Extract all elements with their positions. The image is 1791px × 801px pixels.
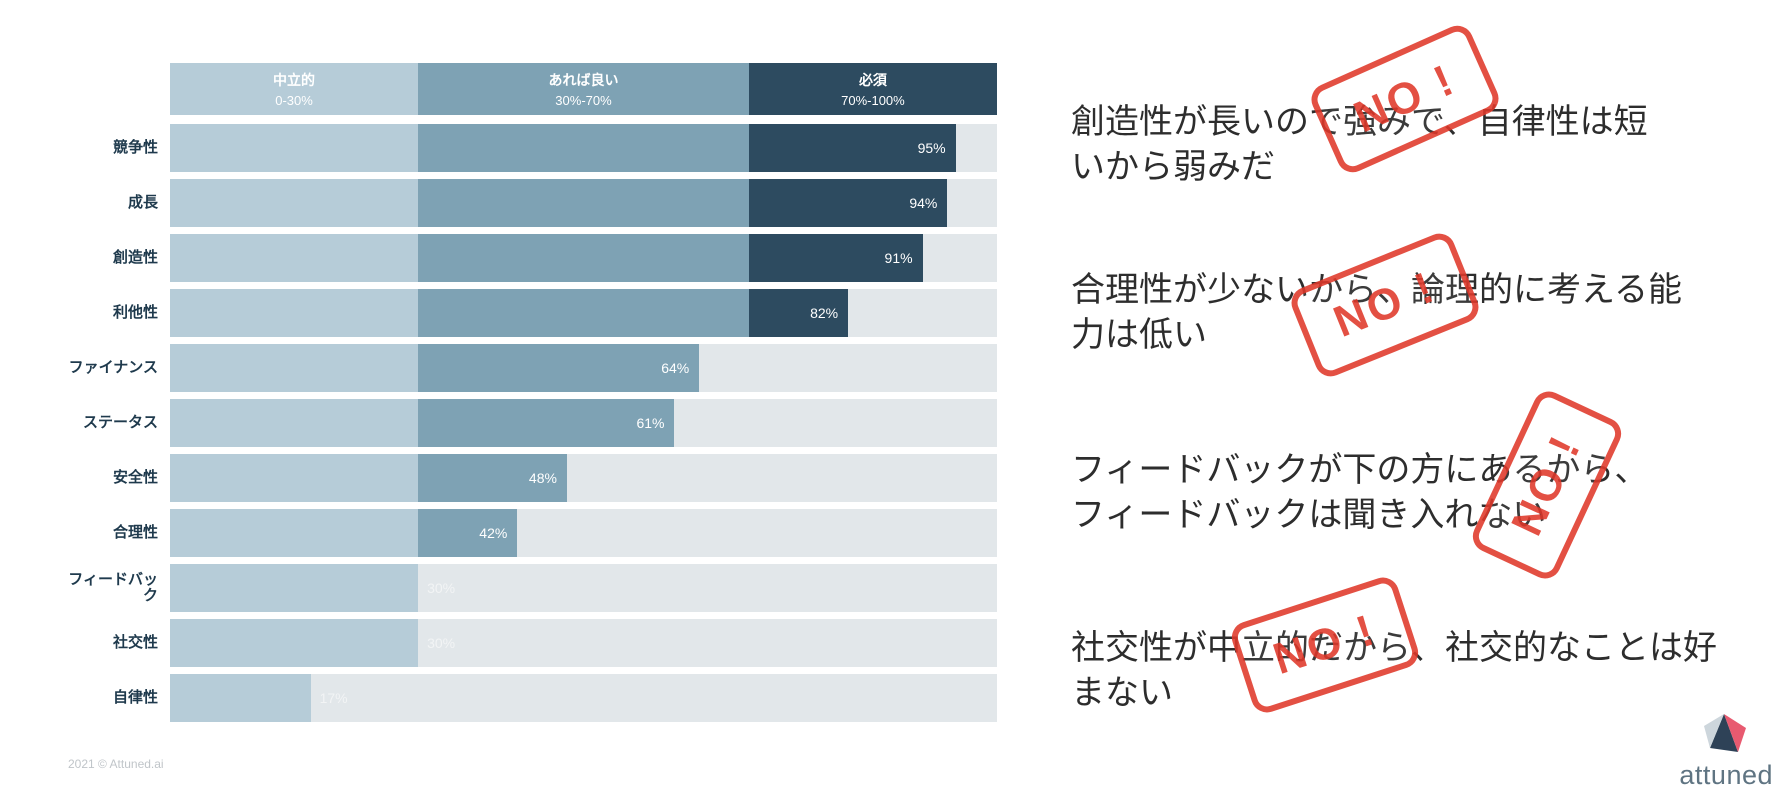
chart-row: 競争性 95%: [63, 124, 997, 172]
annotation-feedback: フィードバックが下の方にあるから、フィードバックは聞き入れない: [1071, 448, 1667, 538]
bar-track: 42%: [170, 509, 997, 557]
bar-segment: [170, 234, 419, 282]
no-stamp-label: NO !: [1502, 426, 1591, 543]
bar-segment: [418, 454, 567, 502]
bar-segment: [170, 454, 419, 502]
bar-segment: [170, 509, 419, 557]
bar-track: 61%: [170, 399, 997, 447]
chart-row: ファイナンス 64%: [63, 344, 997, 392]
category-label: 社交性: [112, 633, 158, 651]
motivator-bar-chart: 中立的 0-30% あれば良い 30%-70% 必須 70%-100% 競争性 9…: [63, 63, 997, 729]
value-label: 82%: [810, 305, 839, 321]
attuned-logo-text: attuned: [1679, 760, 1773, 790]
no-stamp-label: NO !: [1267, 605, 1383, 685]
bar-segment: [418, 289, 749, 337]
zone-header-track: 中立的 0-30% あれば良い 30%-70% 必須 70%-100%: [170, 63, 997, 115]
zone-header-nice-to-have: あれば良い 30%-70%: [418, 63, 749, 115]
bar-segment: [748, 289, 849, 337]
bar-segment: [170, 674, 311, 722]
bar-segment: [170, 619, 419, 667]
bar-segment: [418, 509, 518, 557]
zone-range: 30%-70%: [555, 93, 612, 108]
value-label: 95%: [917, 140, 946, 156]
bar-segment: [170, 124, 419, 172]
chart-row: 創造性 91%: [63, 234, 997, 282]
chart-row: 社交性 30%: [63, 619, 997, 667]
chart-zone-header: 中立的 0-30% あれば良い 30%-70% 必須 70%-100%: [63, 63, 997, 115]
chart-rows: 競争性 95% 成長 94% 創造性 91% 利他性 82% ファイナンス 64% ステータス 61%…: [63, 124, 997, 722]
value-label: 64%: [661, 360, 690, 376]
chart-row: 利他性 82%: [63, 289, 997, 337]
bar-segment: [418, 344, 700, 392]
no-stamp-label: NO !: [1327, 262, 1443, 347]
bar-segment: [748, 234, 923, 282]
value-label: 30%: [427, 580, 456, 596]
copyright-text: 2021 © Attuned.ai: [68, 757, 164, 771]
annotation-text: 創造性が長いので強みで、自律性は短いから弱みだ: [1071, 103, 1648, 186]
zone-header-must-have: 必須 70%-100%: [748, 63, 997, 115]
attuned-logo-icon: [1704, 714, 1747, 752]
bar-track: 95%: [170, 124, 997, 172]
value-label: 61%: [636, 415, 665, 431]
category-label: 合理性: [112, 523, 158, 541]
annotation-creativity-autonomy: 創造性が長いので強みで、自律性は短いから弱みだ: [1071, 100, 1671, 190]
bar-track: 17%: [170, 674, 997, 722]
value-label: 48%: [528, 470, 557, 486]
bar-segment: [418, 124, 749, 172]
category-label: ファイナンス: [68, 358, 158, 376]
chart-row: 自律性 17%: [63, 674, 997, 722]
category-label: 安全性: [112, 468, 158, 486]
chart-row: ステータス 61%: [63, 399, 997, 447]
value-label: 42%: [479, 525, 508, 541]
category-label: 成長: [127, 193, 158, 211]
zone-label: 必須: [858, 72, 887, 88]
bar-segment: [170, 344, 419, 392]
bar-track: 82%: [170, 289, 997, 337]
bar-track: 94%: [170, 179, 997, 227]
category-label: ステータス: [82, 413, 158, 431]
chart-row: 成長 94%: [63, 179, 997, 227]
zone-header-neutral: 中立的 0-30%: [170, 63, 419, 115]
bar-segment: [748, 179, 948, 227]
bar-segment: [418, 399, 675, 447]
bar-segment: [418, 179, 749, 227]
bar-track: 91%: [170, 234, 997, 282]
annotation-text: 社交性が中立的だから、社交的なことは好まない: [1071, 629, 1717, 712]
annotation-text: 合理性が少ないから、論理的に考える能力は低い: [1071, 271, 1682, 354]
value-label: 91%: [884, 250, 913, 266]
category-label: 創造性: [112, 248, 158, 266]
attuned-logo: attuned: [1679, 712, 1773, 791]
bar-segment: [418, 234, 749, 282]
chart-row: 安全性 48%: [63, 454, 997, 502]
value-label: 17%: [319, 690, 348, 706]
zone-label: あれば良い: [548, 72, 619, 88]
bar-track: 64%: [170, 344, 997, 392]
value-label: 94%: [909, 195, 938, 211]
bar-track: 30%: [170, 619, 997, 667]
bar-segment: [170, 564, 419, 612]
zone-range: 0-30%: [275, 93, 313, 108]
category-label: 利他性: [112, 303, 158, 321]
bar-segment: [170, 179, 419, 227]
bar-track: 30%: [170, 564, 997, 612]
bar-segment: [748, 124, 956, 172]
bar-segment: [170, 399, 419, 447]
category-label: フィードバック: [68, 570, 158, 604]
category-label: 競争性: [112, 138, 158, 156]
no-stamp: NO !: [1286, 228, 1484, 382]
zone-label: 中立的: [273, 72, 316, 88]
chart-row: フィードバック 30%: [63, 564, 997, 612]
chart-row: 合理性 42%: [63, 509, 997, 557]
no-stamp-label: NO !: [1346, 54, 1463, 143]
bar-track: 48%: [170, 454, 997, 502]
annotation-text: フィードバックが下の方にあるから、フィードバックは聞き入れない: [1071, 451, 1649, 534]
bar-segment: [170, 289, 419, 337]
annotation-sociability: 社交性が中立的だから、社交的なことは好まない: [1071, 626, 1729, 716]
category-label: 自律性: [112, 688, 158, 706]
zone-range: 70%-100%: [841, 93, 905, 108]
annotation-rationality: 合理性が少ないから、論理的に考える能力は低い: [1071, 268, 1695, 358]
value-label: 30%: [427, 635, 456, 651]
